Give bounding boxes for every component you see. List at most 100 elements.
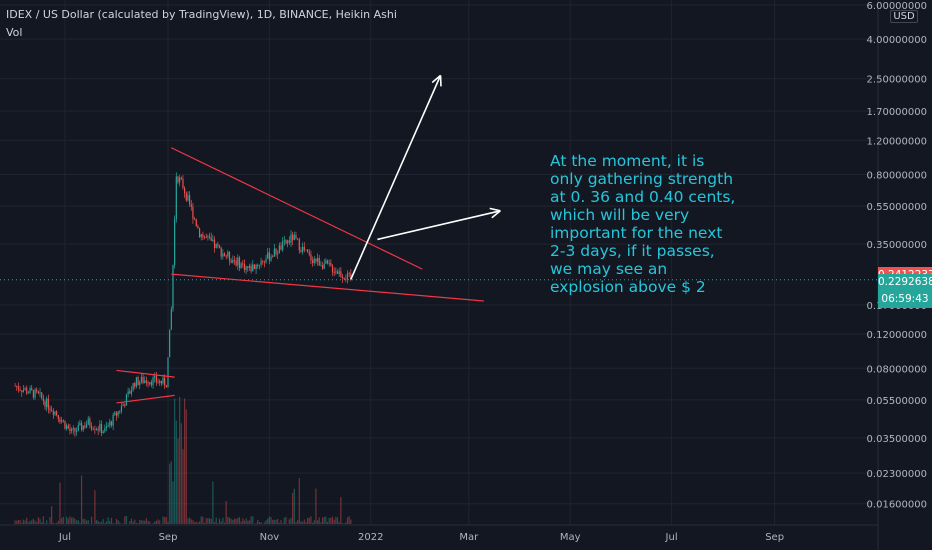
volume-label: Vol — [6, 26, 23, 39]
volume-bar — [157, 519, 159, 524]
candle-body — [82, 425, 84, 430]
candle-body — [84, 425, 86, 428]
currency-label[interactable]: USD — [890, 10, 918, 23]
volume-bar — [66, 516, 68, 524]
volume-bar — [85, 520, 88, 524]
candle-body — [275, 248, 277, 255]
candle-body — [298, 239, 300, 251]
volume-bar — [336, 517, 339, 524]
volume-bar — [164, 517, 166, 524]
candle-body — [164, 377, 166, 386]
volume-bar — [247, 520, 249, 524]
candle-body — [185, 193, 187, 201]
candle-body — [338, 271, 340, 274]
candle-body — [64, 420, 66, 429]
volume-bar — [228, 517, 231, 524]
volume-bar — [22, 519, 25, 524]
candle-body — [297, 238, 299, 240]
candle-body — [320, 265, 322, 267]
volume-bar — [250, 516, 252, 524]
candle-body — [260, 261, 262, 265]
candle-body — [212, 239, 214, 241]
candle-body — [140, 376, 143, 382]
candle-body — [174, 219, 176, 266]
volume-bar — [307, 517, 309, 524]
candle-body — [59, 419, 61, 422]
candle-body — [343, 277, 345, 279]
volume-bar — [144, 520, 146, 524]
volume-bar — [205, 518, 207, 524]
volume-bar — [57, 520, 59, 524]
arrow-up-head — [431, 74, 442, 84]
chart-title: IDEX / US Dollar (calculated by TradingV… — [6, 8, 397, 21]
volume-bar — [318, 517, 320, 524]
candle-body — [190, 204, 192, 207]
volume-bar — [238, 517, 241, 524]
volume-bar — [97, 520, 99, 524]
volume-bar — [61, 518, 63, 524]
volume-bar — [34, 520, 36, 524]
volume-bar — [107, 517, 109, 524]
volume-bar — [31, 520, 33, 524]
candle-body — [248, 265, 251, 268]
price-tick-label: 4.00000000 — [867, 35, 927, 46]
volume-bar — [302, 521, 304, 524]
candle-body — [268, 252, 270, 261]
candle-body — [85, 424, 88, 428]
candle-body — [71, 429, 73, 431]
volume-bar — [80, 475, 83, 524]
candle-body — [346, 273, 349, 280]
candle-body — [102, 431, 104, 434]
volume-bar — [167, 521, 169, 524]
candle-body — [197, 226, 199, 229]
candle-body — [49, 408, 51, 411]
flag-upper-line — [116, 369, 175, 378]
volume-bar — [297, 519, 299, 524]
volume-bar — [90, 516, 93, 524]
candle-body — [157, 382, 159, 384]
time-tick-label: Jul — [58, 532, 71, 543]
candles — [14, 172, 352, 437]
candle-body — [198, 228, 201, 238]
candle-body — [94, 429, 96, 430]
volume-bar — [82, 518, 84, 524]
volume-bar — [248, 520, 251, 524]
volume-bar — [122, 523, 124, 524]
volume-bars — [14, 396, 352, 524]
candle-body — [41, 392, 43, 398]
candle-body — [67, 425, 69, 429]
price-axis[interactable]: 6.00000000 4.00000000 2.50000000 1.70000000… — [867, 0, 927, 550]
candle-body — [134, 383, 136, 387]
candle-body — [22, 389, 25, 392]
candle-body — [348, 273, 350, 274]
volume-bar — [328, 517, 330, 524]
volume-bar — [345, 522, 347, 524]
candle-body — [160, 380, 162, 384]
volume-bar — [52, 522, 54, 524]
candle-body — [24, 388, 26, 390]
candle-body — [44, 401, 46, 407]
candle-body — [187, 195, 189, 201]
candle-body — [144, 380, 146, 383]
candle-body — [29, 388, 31, 393]
candle-body — [182, 179, 184, 188]
wedge-upper-line — [171, 147, 423, 270]
volume-bar — [42, 516, 44, 524]
volume-bar — [202, 516, 204, 524]
volume-bar — [227, 517, 229, 524]
volume-bar — [303, 519, 305, 524]
volume-bar — [21, 523, 23, 524]
volume-bar — [348, 516, 350, 524]
volume-bar — [218, 518, 221, 524]
candle-body — [95, 428, 98, 430]
candle-body — [51, 410, 53, 411]
volume-bar — [321, 517, 324, 524]
price-tick-label: 0.02300000 — [867, 469, 927, 480]
volume-bar — [232, 519, 234, 524]
candle-body — [270, 256, 272, 261]
volume-bar — [225, 501, 227, 524]
candle-body — [202, 234, 204, 237]
candle-body — [290, 234, 292, 243]
time-axis[interactable]: Jul Sep Nov 2022 Mar May Jul Sep — [0, 524, 878, 543]
